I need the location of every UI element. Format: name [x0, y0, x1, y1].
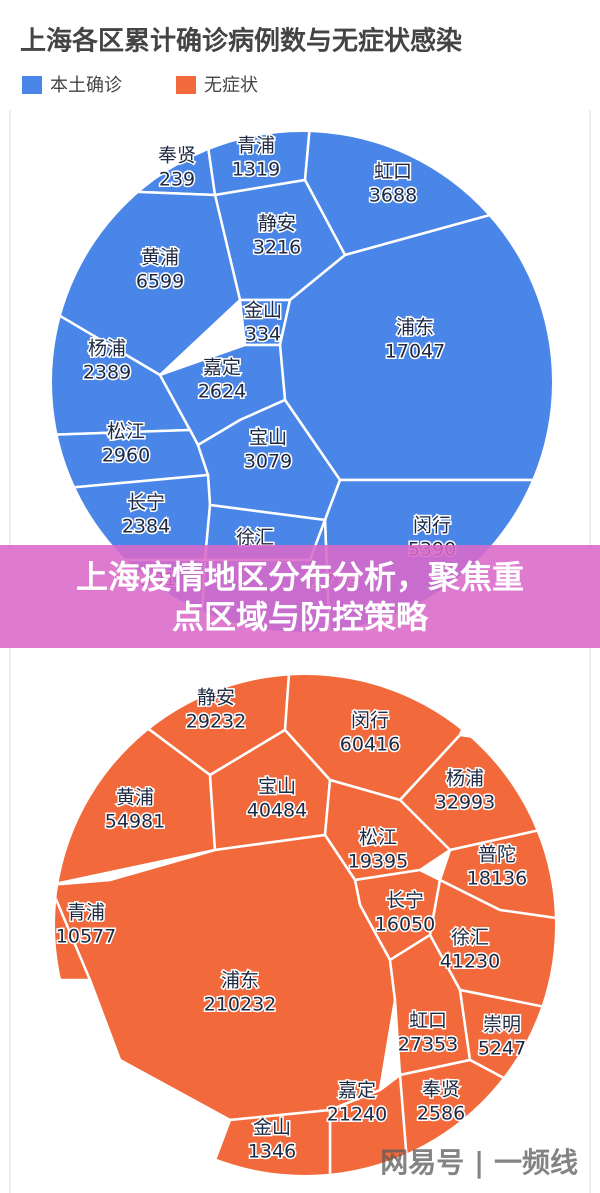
cell-value: 239: [159, 169, 195, 191]
banner-text: 上海疫情地区分布分析，聚焦重点区域与防控策略: [75, 557, 524, 636]
banner: 上海疫情地区分布分析，聚焦重点区域与防控策略: [0, 545, 600, 648]
cell-value: 334: [245, 324, 281, 346]
cell-value: 32993: [435, 792, 495, 814]
cell-value: 3688: [369, 185, 417, 207]
cell-name: 松江: [107, 421, 145, 443]
cell-value: 1319: [232, 159, 280, 181]
cell-value: 2586: [417, 1103, 465, 1125]
cell-name: 徐汇: [451, 927, 489, 949]
cell-value: 18136: [467, 868, 527, 890]
cell-value: 27353: [398, 1034, 458, 1056]
cell-name: 崇明: [483, 1014, 521, 1036]
cell-value: 210232: [204, 994, 277, 1016]
cell-value: 17047: [385, 341, 445, 363]
cell-name: 黄浦: [141, 247, 179, 269]
cell-name: 杨浦: [446, 768, 484, 790]
cell-name: 金山: [244, 300, 282, 322]
cell-name: 闵行: [413, 515, 451, 537]
cell-value: 2960: [102, 445, 150, 467]
watermark: 网易号 | 一频线: [380, 1146, 578, 1179]
cell-value: 3079: [244, 451, 292, 473]
cell-name: 宝山: [258, 776, 296, 798]
cell-name: 闵行: [351, 710, 389, 732]
cell-value: 29232: [186, 711, 246, 733]
cell-value: 40484: [247, 800, 307, 822]
cell-name: 静安: [197, 687, 235, 709]
cell-name: 长宁: [386, 890, 424, 912]
cell-name: 虹口: [409, 1010, 447, 1032]
cell-name: 松江: [359, 827, 397, 849]
cell-value: 1346: [248, 1141, 296, 1163]
cell-value: 5247: [478, 1038, 526, 1060]
cell-name: 金山: [253, 1117, 291, 1139]
cell-value: 16050: [375, 914, 435, 936]
cell-name: 奉贤: [422, 1079, 460, 1101]
cell: [55, 833, 397, 1122]
cell-name: 浦东: [396, 317, 434, 339]
legend-label: 无症状: [204, 75, 258, 96]
cell-name: 浦东: [221, 970, 259, 992]
cell-value: 2624: [198, 381, 246, 403]
cell-name: 奉贤: [158, 145, 196, 167]
cell-name: 普陀: [478, 844, 516, 866]
cell-name: 长宁: [127, 492, 165, 514]
cell-value: 41230: [440, 951, 500, 973]
legend-swatch: [176, 76, 196, 94]
cell-name: 青浦: [67, 902, 105, 924]
cell-value: 21240: [327, 1104, 387, 1126]
cell-name: 宝山: [249, 427, 287, 449]
cell-value: 60416: [340, 734, 400, 756]
cell-value: 10577: [56, 926, 116, 948]
legend-label: 本土确诊: [50, 75, 122, 96]
cell-name: 静安: [258, 213, 296, 235]
chart-title: 上海各区累计确诊病例数与无症状感染: [20, 26, 462, 57]
legend-swatch: [22, 76, 42, 94]
voronoi-group: [55, 675, 555, 1175]
cell-value: 54981: [105, 811, 165, 833]
cell-value: 19395: [348, 851, 408, 873]
cell-value: 2384: [122, 516, 170, 538]
cell-value: 3216: [253, 237, 301, 259]
cell-name: 虹口: [374, 161, 412, 183]
cell-name: 杨浦: [88, 338, 126, 360]
cell-name: 嘉定: [203, 357, 241, 379]
cell-name: 嘉定: [338, 1080, 376, 1102]
cell-value: 6599: [136, 271, 184, 293]
cell-name: 青浦: [237, 135, 275, 157]
cell-value: 2389: [83, 362, 131, 384]
cell-name: 黄浦: [116, 787, 154, 809]
